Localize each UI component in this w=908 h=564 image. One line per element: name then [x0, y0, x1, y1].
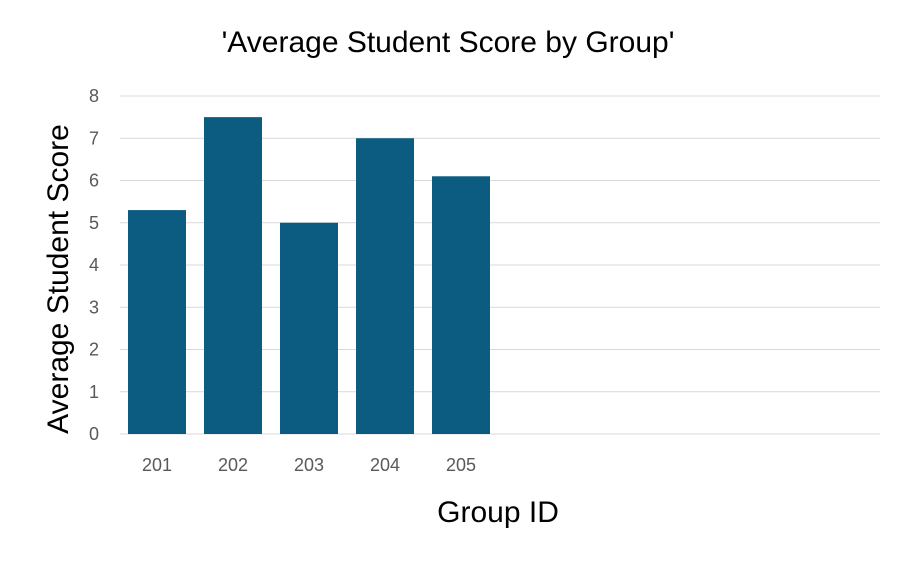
y-tick-label: 2 [89, 340, 99, 360]
y-tick-label: 7 [89, 128, 99, 148]
y-tick-label: 3 [89, 297, 99, 317]
chart-title: 'Average Student Score by Group' [222, 26, 675, 59]
y-tick-label: 4 [89, 255, 99, 275]
bar-204 [356, 138, 414, 434]
x-tick-label: 204 [370, 455, 400, 475]
x-tick-label: 201 [142, 455, 172, 475]
y-axis-ticks: 0 1 2 3 4 5 6 7 8 [89, 86, 99, 444]
x-axis-ticks: 201 202 203 204 205 [142, 455, 476, 475]
x-tick-label: 205 [446, 455, 476, 475]
y-tick-label: 8 [89, 86, 99, 106]
x-tick-label: 202 [218, 455, 248, 475]
bar-205 [432, 176, 490, 434]
x-tick-label: 203 [294, 455, 324, 475]
y-tick-label: 1 [89, 382, 99, 402]
y-tick-label: 5 [89, 213, 99, 233]
y-axis-title: Average Student Score [42, 124, 75, 434]
bar-201 [128, 210, 186, 434]
y-tick-label: 6 [89, 171, 99, 191]
x-axis-title: Group ID [437, 496, 559, 529]
bar-202 [204, 117, 262, 434]
bar-203 [280, 222, 338, 434]
y-tick-label: 0 [89, 424, 99, 444]
bars [128, 117, 490, 434]
